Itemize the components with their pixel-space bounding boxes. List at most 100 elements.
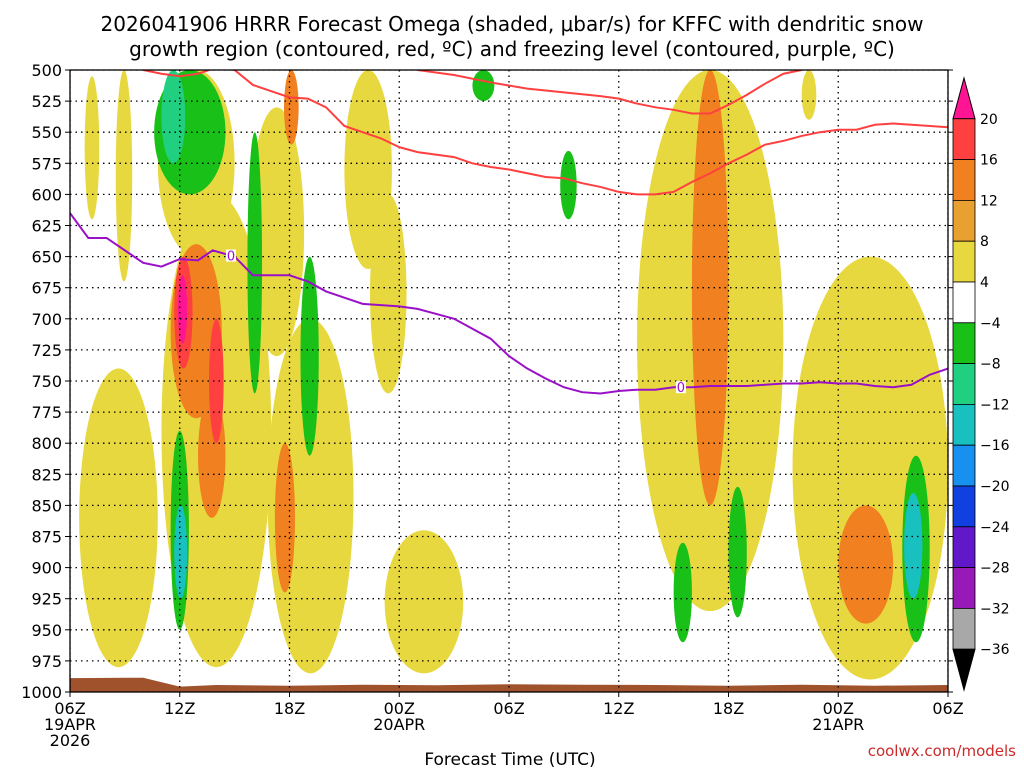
credit-text: coolwx.com/models [868, 742, 1016, 760]
y-tick-label: 800 [31, 434, 62, 453]
y-tick-label: 950 [31, 621, 62, 640]
colorbar-label: 8 [980, 234, 989, 250]
omega-region [300, 256, 319, 456]
colorbar-label: −28 [980, 561, 1010, 577]
colorbar-swatch [952, 240, 976, 283]
y-tick-label: 750 [31, 372, 62, 391]
colorbar-label: −8 [980, 357, 1001, 373]
omega-region [115, 70, 133, 282]
y-tick-label: 625 [31, 217, 62, 236]
plot-content: 00 [70, 70, 948, 692]
contour-label: 0 [677, 381, 685, 396]
x-tick-label: 06Z [932, 699, 963, 718]
colorbar-label: −12 [980, 397, 1010, 413]
colorbar-label: 12 [980, 193, 998, 209]
colorbar-swatch [952, 281, 976, 324]
x-axis-title: Forecast Time (UTC) [424, 750, 595, 768]
x-tick-label: 00Z [823, 699, 854, 718]
colorbar: 20 16 12 8 4 −4 −8 −12 −16 −20 −24 −28 −32 −36 [952, 76, 1010, 692]
omega-region [838, 505, 894, 624]
contour-label-bg [225, 249, 236, 262]
colorbar-label: 20 [980, 112, 998, 128]
y-tick-label: 975 [31, 652, 62, 671]
colorbar-label: −24 [980, 520, 1010, 536]
colorbar-label: −32 [980, 601, 1010, 617]
y-tick-label: 900 [31, 559, 62, 578]
omega-region [284, 70, 299, 145]
colorbar-label: −20 [980, 479, 1010, 495]
x-tick-label: 19APR [44, 715, 96, 734]
omega-region [79, 368, 158, 668]
colorbar-swatch [952, 608, 976, 650]
y-tick-label: 650 [31, 248, 62, 267]
x-tick-label: 18Z [274, 699, 305, 718]
omega-region [174, 505, 188, 599]
colorbar-swatch [952, 485, 976, 528]
colorbar-label: −16 [980, 438, 1010, 454]
x-tick-label: 20APR [373, 715, 425, 734]
colorbar-swatch [952, 199, 976, 242]
y-tick-label: 600 [31, 185, 62, 204]
x-tick-label: 06Z [54, 699, 85, 718]
plot-area: 00 [69, 69, 949, 693]
x-tick-label: 00Z [384, 699, 415, 718]
x-tick-label: 2026 [50, 731, 91, 750]
omega-region [560, 150, 577, 220]
colorbar-swatch [952, 648, 976, 692]
y-tick-label: 675 [31, 279, 62, 298]
omega-region [691, 70, 729, 506]
y-tick-label: 925 [31, 590, 62, 609]
omega-region [673, 542, 692, 643]
colorbar-swatch [952, 363, 976, 405]
omega-region [247, 132, 263, 394]
y-tick-label: 775 [31, 403, 62, 422]
omega-region [84, 76, 100, 220]
colorbar-swatch [952, 444, 976, 487]
y-tick-label: 500 [31, 61, 62, 80]
colorbar-label: −36 [980, 642, 1010, 658]
contour-label: 0 [227, 250, 235, 265]
y-axis: 500 525 550 575 600 625 650 675 700 725 750 775 800 8… [21, 61, 953, 702]
colorbar-swatch [952, 159, 976, 201]
omega-region [472, 70, 495, 102]
colorbar-label: 16 [980, 153, 998, 169]
omega-region [904, 492, 923, 599]
chart-title-line1: 2026041906 HRRR Forecast Omega (shaded, … [101, 12, 924, 36]
omega-region [177, 275, 188, 344]
dgz-bottom-contour [417, 70, 802, 115]
terrain-band [70, 677, 948, 692]
y-tick-label: 875 [31, 528, 62, 547]
y-tick-label: 850 [31, 496, 62, 515]
colorbar-swatch [952, 76, 976, 120]
colorbar-swatch [952, 526, 976, 568]
y-tick-label: 525 [31, 92, 62, 111]
x-tick-label: 12Z [164, 699, 195, 718]
omega-region [728, 486, 747, 618]
y-tick-label: 575 [31, 154, 62, 173]
colorbar-swatch [952, 403, 976, 446]
y-tick-label: 550 [31, 123, 62, 142]
x-tick-label: 06Z [493, 699, 524, 718]
contour-label-bg [675, 381, 686, 394]
y-tick-label: 825 [31, 465, 62, 484]
omega-region [274, 443, 295, 593]
x-tick-label: 21APR [812, 715, 864, 734]
omega-region [161, 70, 186, 164]
y-tick-label: 700 [31, 310, 62, 329]
omega-region [384, 530, 464, 674]
freezing-level-contour [70, 212, 948, 395]
x-tick-label: 12Z [603, 699, 634, 718]
omega-region [369, 194, 407, 394]
colorbar-swatch [952, 322, 976, 364]
colorbar-label: −4 [980, 316, 1001, 332]
x-tick-label: 18Z [713, 699, 744, 718]
chart-title-line2: growth region (contoured, red, ºC) and f… [129, 37, 895, 61]
omega-region [209, 318, 224, 444]
y-tick-label: 725 [31, 341, 62, 360]
colorbar-swatch [952, 567, 976, 609]
colorbar-swatch [952, 118, 976, 161]
dgz-top-contour [142, 70, 948, 196]
y-tick-label: 1000 [21, 683, 62, 702]
